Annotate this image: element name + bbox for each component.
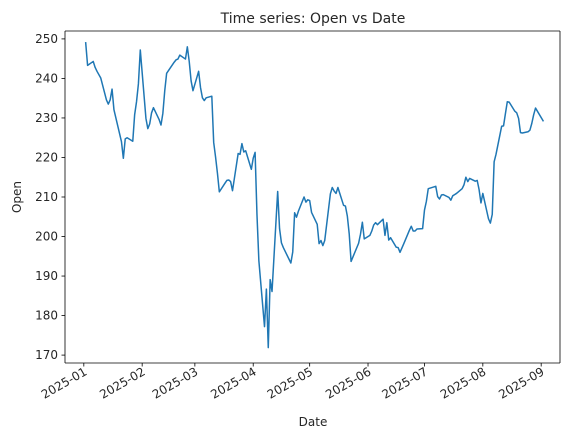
x-axis: 2025-01 2025-02 2025-03 2025-04 2025-05 2025-… xyxy=(39,363,547,402)
x-tick-label: 2025-04 xyxy=(208,364,258,401)
y-tick-label: 200 xyxy=(35,230,58,244)
y-tick-label: 220 xyxy=(35,150,58,164)
y-tick-label: 170 xyxy=(35,348,58,362)
y-tick-label: 190 xyxy=(35,269,58,283)
x-tick-label: 2025-01 xyxy=(39,364,89,401)
y-tick-label: 230 xyxy=(35,111,58,125)
y-axis: 170 180 190 200 210 220 230 240 250 xyxy=(35,32,65,362)
series-layer xyxy=(84,42,545,349)
y-tick-label: 210 xyxy=(35,190,58,204)
y-axis-label: Open xyxy=(10,181,24,213)
x-tick-label: 2025-07 xyxy=(380,364,430,401)
chart-title: Time series: Open vs Date xyxy=(220,11,406,27)
series-line-0 xyxy=(84,42,545,349)
x-tick-label: 2025-05 xyxy=(265,364,315,401)
x-tick-label: 2025-08 xyxy=(438,364,488,401)
x-tick-label: 2025-03 xyxy=(150,364,200,401)
plot-area xyxy=(65,31,560,363)
y-tick-label: 180 xyxy=(35,309,58,323)
y-tick-label: 250 xyxy=(35,32,58,46)
x-tick-label: 2025-09 xyxy=(496,364,546,401)
x-tick-label: 2025-06 xyxy=(323,364,373,401)
x-axis-label: Date xyxy=(299,415,328,429)
x-tick-label: 2025-02 xyxy=(97,364,147,401)
y-tick-label: 240 xyxy=(35,71,58,85)
